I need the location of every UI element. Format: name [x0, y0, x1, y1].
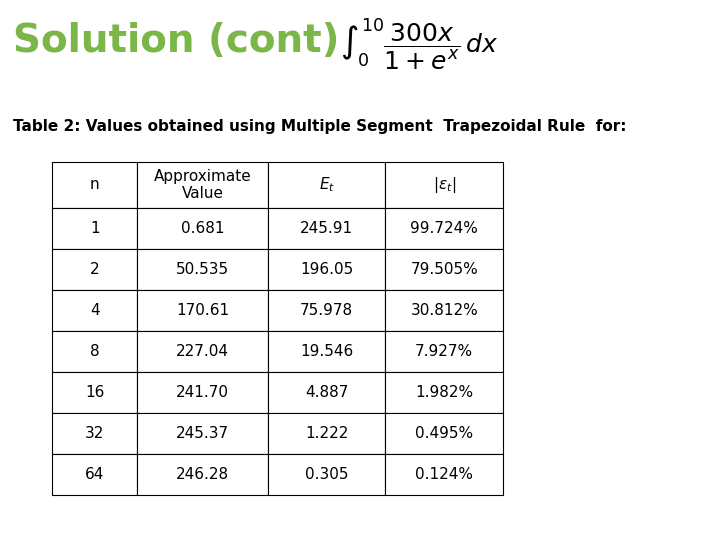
Bar: [53, 372, 138, 413]
Text: 32: 32: [85, 426, 104, 441]
Text: $E_t$: $E_t$: [319, 176, 335, 194]
Text: 1: 1: [90, 221, 99, 236]
Text: 0.681: 0.681: [181, 221, 225, 236]
Bar: [138, 454, 268, 495]
Text: 30.812%: 30.812%: [410, 303, 478, 318]
Bar: [268, 162, 385, 208]
Bar: [385, 208, 503, 249]
Bar: [138, 413, 268, 454]
Bar: [268, 331, 385, 372]
Bar: [268, 249, 385, 290]
Bar: [268, 413, 385, 454]
Bar: [138, 249, 268, 290]
Bar: [385, 162, 503, 208]
Bar: [53, 249, 138, 290]
Text: 4.887: 4.887: [305, 385, 348, 400]
Bar: [53, 413, 138, 454]
Bar: [268, 290, 385, 331]
Bar: [385, 290, 503, 331]
Text: 75.978: 75.978: [300, 303, 354, 318]
Text: 19.546: 19.546: [300, 344, 354, 359]
Text: 7.927%: 7.927%: [415, 344, 473, 359]
Text: 245.37: 245.37: [176, 426, 229, 441]
Text: 8: 8: [90, 344, 99, 359]
Bar: [385, 372, 503, 413]
Text: 2: 2: [90, 262, 99, 277]
Bar: [138, 372, 268, 413]
Bar: [385, 331, 503, 372]
Text: Approximate
Value: Approximate Value: [153, 168, 251, 201]
Text: Table 2: Values obtained using Multiple Segment  Trapezoidal Rule  for:: Table 2: Values obtained using Multiple …: [13, 119, 626, 134]
Text: 0.305: 0.305: [305, 467, 348, 482]
Bar: [268, 372, 385, 413]
Text: 1.222: 1.222: [305, 426, 348, 441]
Text: 170.61: 170.61: [176, 303, 229, 318]
Text: 1.982%: 1.982%: [415, 385, 473, 400]
Text: $\int_0^{10}\dfrac{300x}{1+e^x}\,dx$: $\int_0^{10}\dfrac{300x}{1+e^x}\,dx$: [340, 16, 498, 72]
Bar: [53, 331, 138, 372]
Bar: [53, 208, 138, 249]
Text: 16: 16: [85, 385, 104, 400]
Text: 79.505%: 79.505%: [410, 262, 478, 277]
Bar: [268, 454, 385, 495]
Bar: [138, 208, 268, 249]
Text: n: n: [90, 178, 99, 192]
Text: 0.124%: 0.124%: [415, 467, 473, 482]
Text: 0.495%: 0.495%: [415, 426, 473, 441]
Text: 50.535: 50.535: [176, 262, 229, 277]
Bar: [385, 249, 503, 290]
Bar: [138, 290, 268, 331]
Bar: [268, 208, 385, 249]
Text: Solution (cont): Solution (cont): [13, 22, 340, 59]
Text: 241.70: 241.70: [176, 385, 229, 400]
Text: 64: 64: [85, 467, 104, 482]
Bar: [53, 290, 138, 331]
Text: 227.04: 227.04: [176, 344, 229, 359]
Bar: [53, 162, 138, 208]
Text: 196.05: 196.05: [300, 262, 354, 277]
Bar: [138, 162, 268, 208]
Bar: [385, 413, 503, 454]
Text: 246.28: 246.28: [176, 467, 229, 482]
Bar: [138, 331, 268, 372]
Text: 99.724%: 99.724%: [410, 221, 478, 236]
Text: $|\epsilon_t|$: $|\epsilon_t|$: [433, 175, 456, 195]
Text: 4: 4: [90, 303, 99, 318]
Bar: [53, 454, 138, 495]
Bar: [385, 454, 503, 495]
Text: 245.91: 245.91: [300, 221, 354, 236]
